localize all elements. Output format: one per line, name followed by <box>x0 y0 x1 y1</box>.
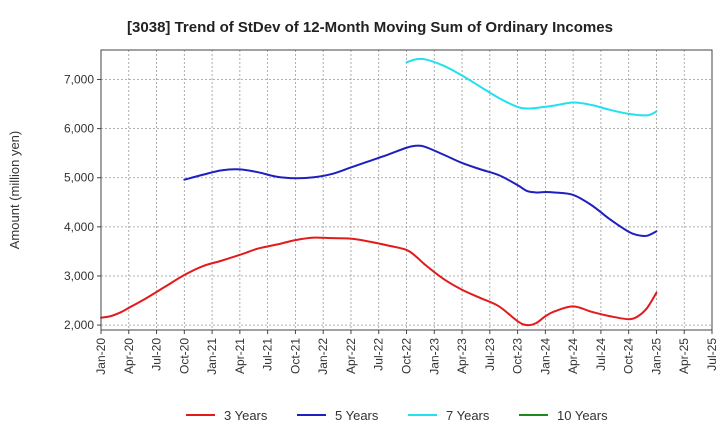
x-tick-label: Oct-20 <box>177 338 191 374</box>
x-tick-label: Jul-25 <box>705 338 719 371</box>
legend-label-10-years: 10 Years <box>557 408 608 423</box>
x-tick-label: Jul-24 <box>594 338 608 371</box>
x-tick-label: Jul-20 <box>150 338 164 371</box>
y-axis: 2,000 3,000 4,000 5,000 6,000 7,000 <box>64 72 101 332</box>
y-tick-label: 2,000 <box>64 318 94 332</box>
legend-label-7-years: 7 Years <box>446 408 490 423</box>
legend-label-5-years: 5 Years <box>335 408 379 423</box>
x-tick-label: Apr-25 <box>677 338 691 374</box>
x-axis: Jan-20 Apr-20 Jul-20 Oct-20 Jan-21 Apr-21 Jul-… <box>94 330 719 375</box>
series-line-7-years <box>405 57 658 117</box>
y-tick-label: 6,000 <box>64 122 94 136</box>
grid <box>101 50 712 330</box>
x-tick-label: Jan-22 <box>316 338 330 375</box>
x-tick-label: Oct-21 <box>288 338 302 374</box>
x-tick-label: Jul-22 <box>372 338 386 371</box>
x-tick-label: Apr-22 <box>344 338 358 374</box>
x-tick-label: Jan-23 <box>427 338 441 375</box>
x-tick-label: Jan-24 <box>538 338 552 375</box>
x-tick-label: Jan-25 <box>649 338 663 375</box>
y-tick-label: 3,000 <box>64 269 94 283</box>
y-tick-label: 4,000 <box>64 220 94 234</box>
series-line-5-years <box>183 144 658 237</box>
x-tick-label: Oct-23 <box>511 338 525 374</box>
x-tick-label: Apr-24 <box>566 338 580 374</box>
series-line-3-years <box>100 236 658 327</box>
x-tick-label: Oct-22 <box>400 338 414 374</box>
legend: 3 Years 5 Years 7 Years 10 Years <box>186 408 608 423</box>
x-tick-label: Apr-20 <box>122 338 136 374</box>
chart-title: [3038] Trend of StDev of 12-Month Moving… <box>127 19 613 36</box>
x-tick-label: Jan-20 <box>94 338 108 375</box>
x-tick-label: Oct-24 <box>622 338 636 374</box>
x-tick-label: Jul-21 <box>261 338 275 371</box>
y-axis-label: Amount (million yen) <box>7 131 22 250</box>
x-tick-label: Apr-21 <box>233 338 247 374</box>
x-tick-label: Jan-21 <box>205 338 219 375</box>
series-lines <box>100 57 658 327</box>
x-tick-label: Apr-23 <box>455 338 469 374</box>
legend-label-3-years: 3 Years <box>224 408 268 423</box>
y-tick-label: 5,000 <box>64 171 94 185</box>
y-tick-label: 7,000 <box>64 72 94 86</box>
x-tick-label: Jul-23 <box>483 338 497 371</box>
